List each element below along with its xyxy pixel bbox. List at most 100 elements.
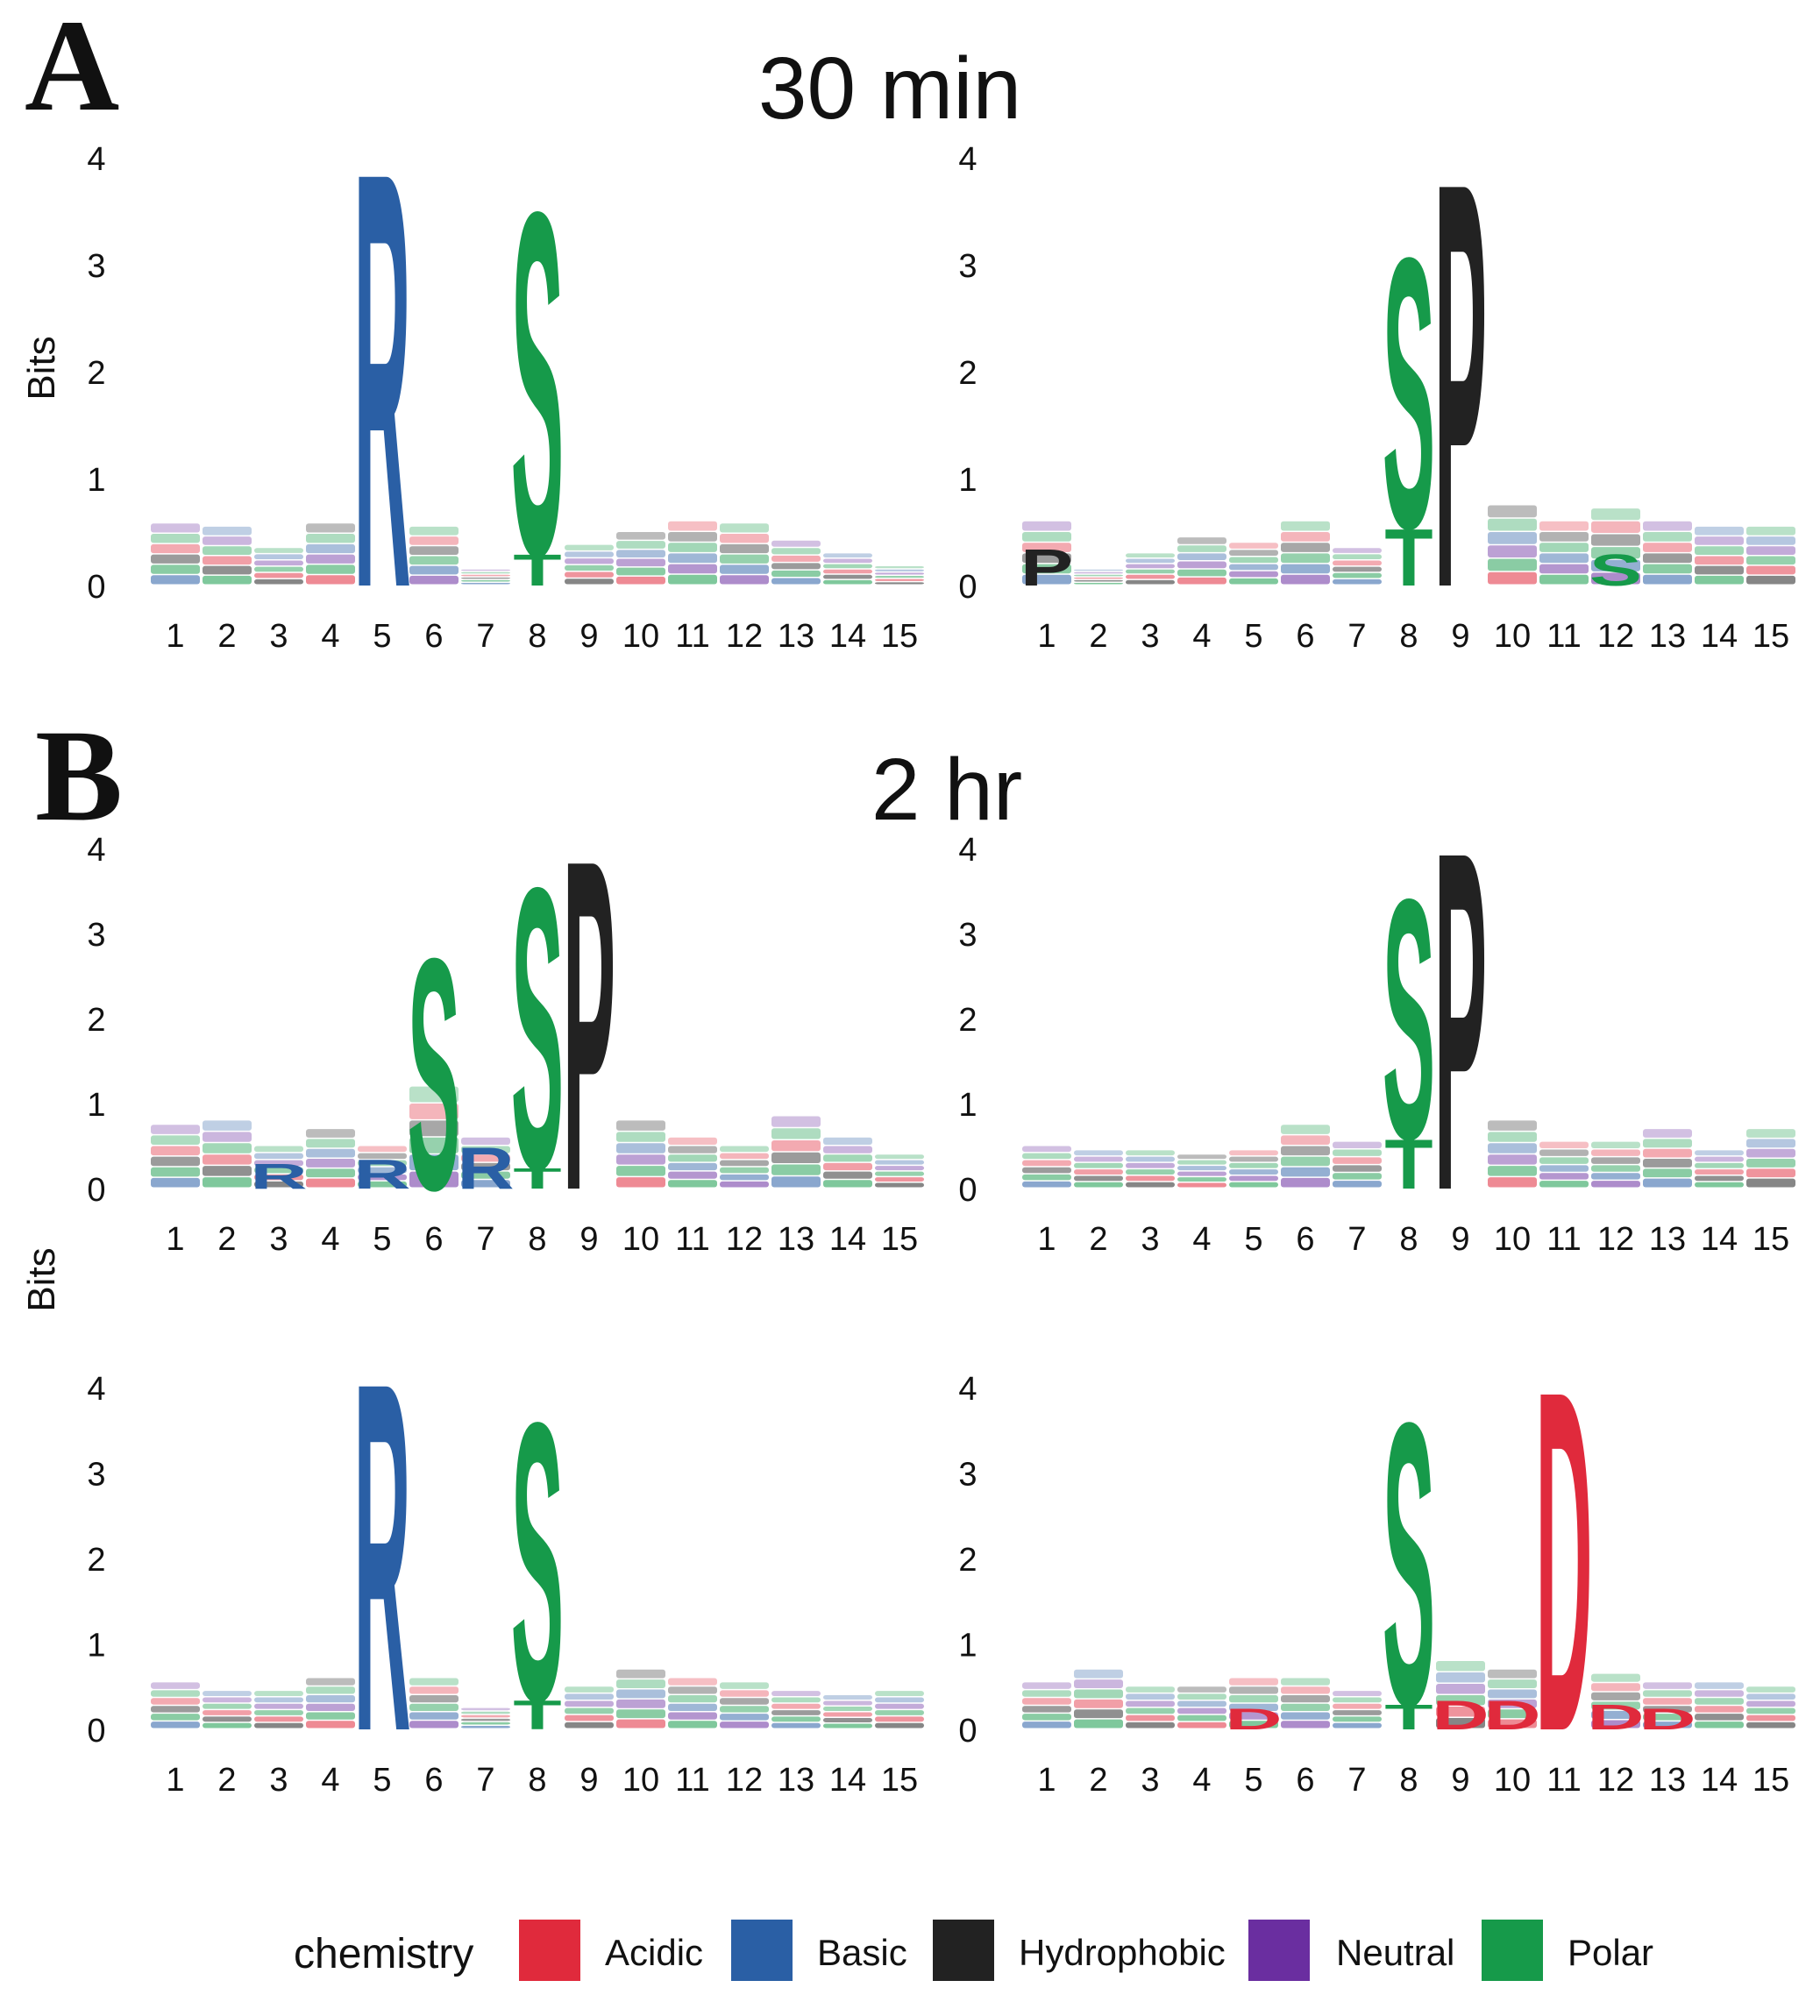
background-residue-band — [616, 541, 665, 549]
legend-label-polar: Polar — [1568, 1932, 1653, 1973]
background-residue-band — [668, 1695, 717, 1703]
x-tick-label: 8 — [1399, 618, 1418, 655]
background-residue-band — [1177, 1707, 1226, 1714]
background-residue-band — [668, 1703, 717, 1711]
background-residue-band — [151, 1682, 200, 1689]
x-tick-label: 11 — [1546, 1762, 1581, 1799]
background-residue-band — [1074, 1689, 1123, 1699]
x-tick-label: 7 — [476, 1221, 494, 1258]
background-residue-band — [1695, 536, 1744, 545]
background-residue-band — [203, 1716, 252, 1722]
background-residue-band — [1126, 1162, 1175, 1168]
background-residue-band — [1333, 548, 1382, 553]
background-residue-band — [771, 1703, 821, 1709]
x-tick-label: 3 — [1141, 1221, 1159, 1258]
background-residue-band — [409, 526, 459, 536]
background-residue-band — [1333, 566, 1382, 572]
y-tick-label: 3 — [958, 1457, 977, 1494]
background-residue-band — [1436, 1718, 1485, 1729]
background-residue-band — [1074, 1162, 1123, 1168]
background-residue-band — [1074, 1182, 1123, 1188]
background-residue-band — [461, 571, 510, 574]
background-residue-band — [306, 554, 355, 564]
background-residue-band — [1126, 574, 1175, 579]
logo-letter-p-pos9: P — [1434, 750, 1487, 1291]
background-residue-band — [616, 532, 665, 540]
background-residue-band — [1591, 1720, 1640, 1729]
background-residue-band — [1126, 1175, 1175, 1182]
background-residue-band — [771, 1152, 821, 1164]
legend-label-hydrophobic: Hydrophobic — [1019, 1932, 1226, 1973]
x-tick-label: 8 — [528, 1762, 546, 1799]
background-residue-band — [1126, 1169, 1175, 1175]
background-residue-band — [151, 554, 200, 564]
background-residue-band — [1074, 1169, 1123, 1175]
background-residue-band — [409, 1695, 459, 1703]
background-residue-band — [875, 1171, 924, 1176]
background-residue-band — [254, 554, 303, 560]
background-residue-band — [203, 1143, 252, 1154]
background-residue-band — [1281, 1156, 1330, 1167]
background-residue-band — [720, 1698, 769, 1705]
background-residue-band — [1022, 1690, 1071, 1697]
background-residue-band — [1333, 1165, 1382, 1172]
background-residue-band — [1539, 1141, 1589, 1149]
background-residue-band — [1695, 1182, 1744, 1188]
x-tick-label: 15 — [1752, 618, 1789, 655]
x-tick-label: 9 — [1451, 1221, 1469, 1258]
background-residue-band — [203, 1691, 252, 1696]
background-residue-band — [1126, 1150, 1175, 1156]
background-residue-band — [1229, 1169, 1278, 1175]
background-residue-band — [1126, 1714, 1175, 1721]
logo-letter-d-pos10: D — [1483, 1693, 1540, 1739]
background-residue-band — [461, 1725, 510, 1729]
background-residue-band — [358, 1174, 407, 1181]
x-tick-label: 7 — [1347, 618, 1366, 655]
background-residue-band — [1229, 1162, 1278, 1168]
background-residue-band — [203, 1697, 252, 1703]
background-residue-band — [875, 1166, 924, 1171]
background-residue-band — [875, 1710, 924, 1715]
background-residue-band — [720, 1181, 769, 1188]
background-residue-band — [1126, 553, 1175, 557]
background-residue-band — [668, 543, 717, 552]
background-residue-band — [1281, 1146, 1330, 1156]
x-tick-label: 6 — [424, 618, 443, 655]
background-residue-band — [1333, 1157, 1382, 1164]
background-residue-band — [1695, 1690, 1744, 1697]
background-residue-band — [720, 534, 769, 543]
background-residue-band — [203, 565, 252, 575]
background-residue-band — [306, 1721, 355, 1729]
background-residue-band — [771, 1697, 821, 1703]
background-residue-band — [1591, 1692, 1640, 1700]
background-residue-band — [1488, 518, 1537, 531]
background-residue-band — [1695, 526, 1744, 536]
background-residue-band — [306, 543, 355, 554]
background-residue-band — [1177, 553, 1226, 561]
background-residue-band — [1333, 1722, 1382, 1729]
x-tick-label: 4 — [1192, 618, 1211, 655]
background-residue-band — [1695, 1175, 1744, 1182]
x-tick-label: 13 — [778, 618, 814, 655]
background-residue-band — [1746, 1686, 1795, 1693]
background-residue-band — [1281, 1678, 1330, 1686]
background-residue-band — [1074, 579, 1123, 582]
background-residue-band — [616, 1669, 665, 1679]
background-residue-band — [1022, 1682, 1071, 1689]
background-residue-band — [1074, 1175, 1123, 1182]
background-residue-band — [1333, 1703, 1382, 1709]
background-residue-band — [1229, 578, 1278, 585]
background-residue-band — [823, 1718, 872, 1722]
background-residue-band — [151, 575, 200, 585]
background-residue-band — [1591, 1157, 1640, 1164]
background-residue-band — [254, 1160, 303, 1167]
logo-letter-r-pos5: R — [353, 1152, 410, 1197]
x-tick-label: 8 — [528, 1221, 546, 1258]
background-residue-band — [1539, 532, 1589, 542]
background-residue-band — [771, 1722, 821, 1729]
background-residue-band — [203, 1154, 252, 1165]
background-residue-band — [1591, 508, 1640, 521]
background-residue-band — [461, 1714, 510, 1718]
background-residue-band — [254, 548, 303, 553]
x-tick-label: 6 — [1296, 618, 1314, 655]
